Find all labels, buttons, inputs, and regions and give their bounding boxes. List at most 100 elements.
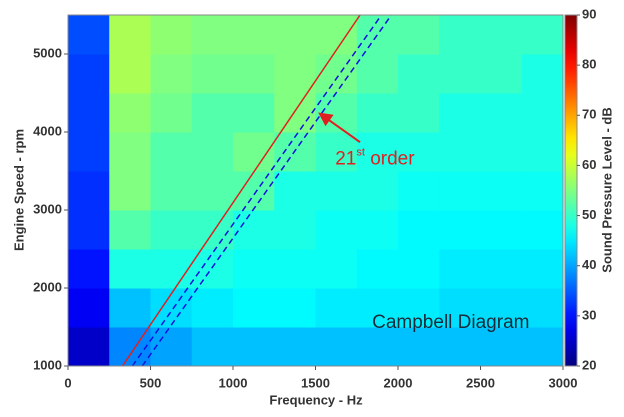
x-tick-label: 3000	[549, 375, 578, 390]
heat-cell	[150, 15, 193, 55]
heat-cell	[398, 327, 440, 367]
heat-cell	[109, 249, 151, 289]
heat-cell	[398, 132, 440, 172]
heat-cell	[398, 288, 440, 328]
heat-cell	[233, 54, 275, 94]
heat-cell	[356, 288, 399, 328]
heat-cell	[439, 93, 481, 133]
heat-cell	[356, 171, 399, 211]
heat-cell	[439, 132, 481, 172]
heat-cell	[480, 210, 523, 250]
annotation-part: 21	[335, 148, 356, 169]
heat-cell	[480, 171, 523, 211]
heat-cell	[480, 15, 523, 55]
heat-cell	[109, 93, 151, 133]
annotation-part: order	[365, 148, 415, 169]
heat-cell	[439, 54, 481, 94]
heat-cell	[191, 132, 234, 172]
y-tick-label: 2000	[33, 279, 62, 294]
heat-cell	[191, 249, 234, 289]
heat-cell	[109, 210, 151, 250]
heat-cell	[398, 210, 440, 250]
heat-cell	[439, 288, 481, 328]
heat-cell	[521, 15, 564, 55]
x-tick-label: 1500	[301, 375, 330, 390]
y-axis-label: Engine Speed - rpm	[11, 129, 26, 251]
heat-cell	[521, 171, 564, 211]
heat-cell	[233, 132, 275, 172]
heat-cell	[398, 249, 440, 289]
heat-cell	[274, 54, 316, 94]
heat-cell	[398, 93, 440, 133]
heat-cell	[356, 249, 399, 289]
heat-cell	[68, 93, 110, 133]
heat-cell	[150, 93, 193, 133]
colorbar-tick-label: 60	[582, 157, 596, 172]
x-axis-label: Frequency - Hz	[269, 392, 363, 407]
colorbar-tick-label: 20	[582, 357, 596, 372]
heat-cell	[233, 288, 275, 328]
heat-cell	[233, 210, 275, 250]
heat-cell	[109, 171, 151, 211]
heat-cell	[315, 288, 358, 328]
heat-cell	[521, 249, 564, 289]
x-tick-label: 500	[140, 375, 162, 390]
heat-cell	[191, 288, 234, 328]
x-tick-label: 0	[64, 375, 71, 390]
heat-cell	[398, 15, 440, 55]
heat-cell	[191, 15, 234, 55]
heat-cell	[521, 327, 564, 367]
x-tick-label: 2500	[466, 375, 495, 390]
heat-cell	[356, 93, 399, 133]
y-tick-label: 4000	[33, 123, 62, 138]
annotation-part: st	[356, 146, 365, 158]
heat-cell	[109, 132, 151, 172]
x-tick-label: 1000	[219, 375, 248, 390]
heat-cell	[439, 249, 481, 289]
heat-cell	[109, 54, 151, 94]
heat-cell	[439, 210, 481, 250]
colorbar-tick-label: 70	[582, 107, 596, 122]
heat-cell	[398, 54, 440, 94]
colorbar-tick-label: 80	[582, 57, 596, 72]
heat-cell	[68, 15, 110, 55]
heat-cell	[521, 93, 564, 133]
heat-cell	[233, 327, 275, 367]
heat-cell	[521, 54, 564, 94]
annotation-part: Campbell Diagram	[372, 312, 529, 333]
heat-cell	[439, 15, 481, 55]
colorbar-tick-label: 40	[582, 257, 596, 272]
heat-cell	[480, 288, 523, 328]
heat-cell	[68, 54, 110, 94]
heat-cell	[233, 171, 275, 211]
heat-cell	[480, 327, 523, 367]
heat-cell	[68, 171, 110, 211]
annotation: Campbell Diagram	[372, 312, 529, 333]
heat-cell	[150, 171, 193, 211]
annotation: 21st order	[335, 146, 415, 169]
heat-cell	[150, 132, 193, 172]
heat-cell	[315, 54, 358, 94]
heat-cell	[191, 210, 234, 250]
heat-cell	[480, 93, 523, 133]
heat-cell	[191, 171, 234, 211]
heat-cell	[274, 171, 316, 211]
heat-cell	[356, 54, 399, 94]
order-line	[141, 14, 393, 367]
heat-cell	[233, 15, 275, 55]
heat-cell	[439, 327, 481, 367]
heat-cell	[398, 171, 440, 211]
colorbar-tick-label: 30	[582, 307, 596, 322]
heat-cell	[315, 15, 358, 55]
heat-cell	[68, 210, 110, 250]
heat-cell	[191, 54, 234, 94]
heat-cell	[480, 132, 523, 172]
heat-cell	[274, 249, 316, 289]
heat-cell	[68, 249, 110, 289]
colorbar	[564, 14, 578, 367]
heat-cell	[68, 288, 110, 328]
x-tick-label: 2000	[384, 375, 413, 390]
y-tick-label: 3000	[33, 201, 62, 216]
heat-cell	[150, 327, 193, 367]
